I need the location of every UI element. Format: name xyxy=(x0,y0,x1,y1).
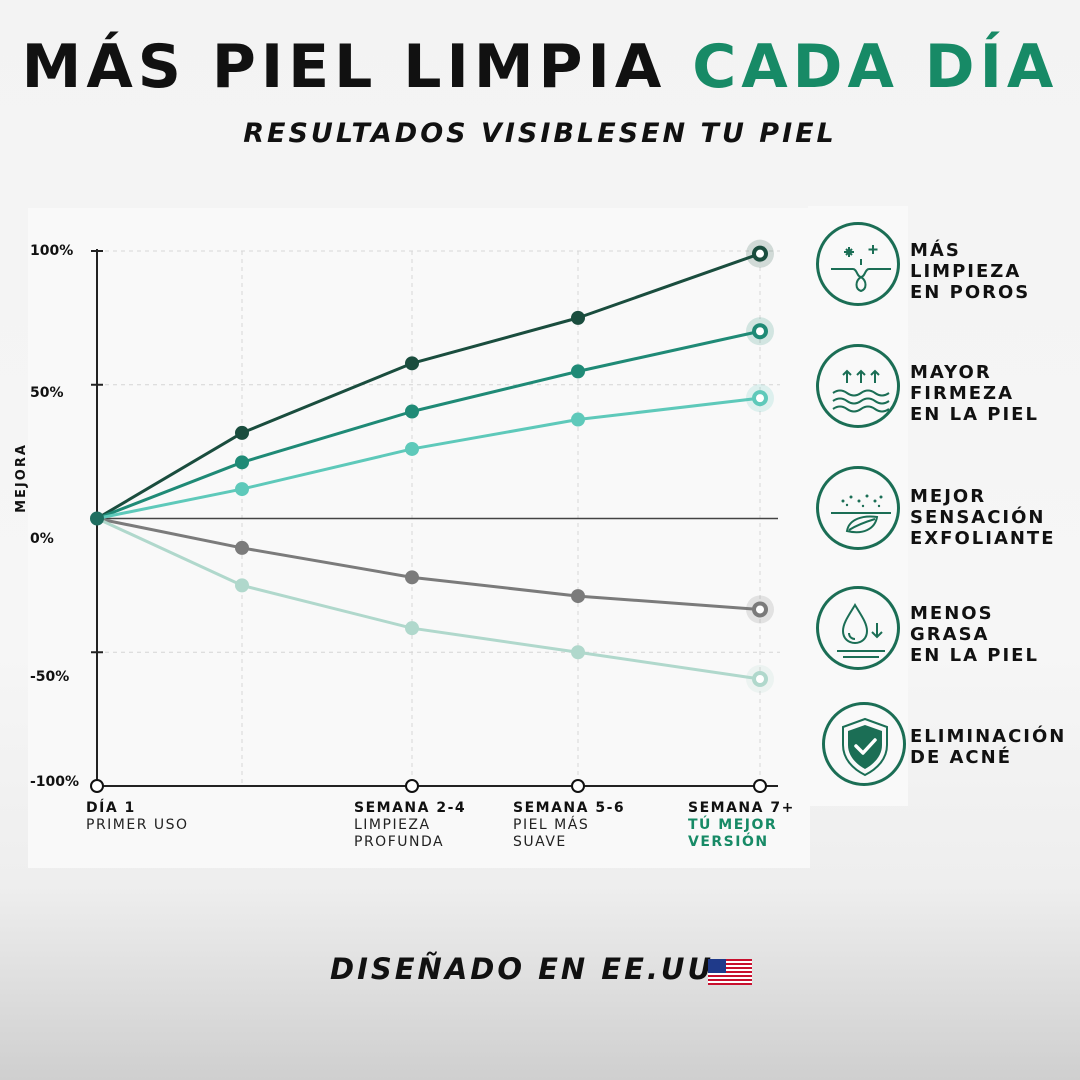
x-label-subtitle: PRIMER USO xyxy=(86,817,189,833)
y-tick-label: 0% xyxy=(30,531,54,547)
data-point-center xyxy=(756,327,764,336)
x-label-title: SEMANA 5-6 xyxy=(513,800,626,816)
data-point xyxy=(405,570,419,585)
benefit-text: MEJOR SENSACIÓN EXFOLIANTE xyxy=(910,486,1056,549)
x-label-week2-4: SEMANA 2-4 LIMPIEZA PROFUNDA xyxy=(354,800,466,851)
pores-sparkle-icon xyxy=(816,222,900,306)
data-point xyxy=(405,621,419,636)
benefit-text: MENOS GRASA EN LA PIEL xyxy=(910,603,1039,666)
benefit-text: MAYOR FIRMEZA EN LA PIEL xyxy=(910,362,1039,425)
data-point xyxy=(405,404,419,419)
data-point xyxy=(571,412,585,427)
data-point-origin xyxy=(90,511,104,526)
data-point xyxy=(571,364,585,379)
data-point xyxy=(571,589,585,604)
headline: MÁS PIEL LIMPIA CADA DÍA xyxy=(0,32,1080,102)
chart-panel xyxy=(28,208,810,868)
data-point-center xyxy=(756,675,764,683)
data-point xyxy=(235,482,249,497)
benefit-acne: ELIMINACIÓN DE ACNÉ xyxy=(816,702,1076,792)
series-1 xyxy=(96,239,774,520)
designed-in-usa: DISEÑADO EN EE.UU xyxy=(330,952,715,986)
y-tick-label: -50% xyxy=(30,669,69,685)
x-label-title: SEMANA 2-4 xyxy=(354,800,467,816)
series-line xyxy=(96,517,761,681)
data-point-center xyxy=(756,605,764,614)
benefit-exfoliation: MEJOR SENSACIÓN EXFOLIANTE xyxy=(816,466,1076,556)
x-label-title: SEMANA 7+ xyxy=(688,800,795,816)
x-axis-marker xyxy=(90,779,104,793)
y-tick-label: 100% xyxy=(30,243,73,259)
data-point xyxy=(235,455,249,470)
data-point xyxy=(405,441,419,456)
y-tick-label: -100% xyxy=(30,774,79,790)
x-label-subtitle: LIMPIEZA PROFUNDA xyxy=(354,817,445,850)
x-axis-marker xyxy=(753,779,767,793)
x-axis-markers xyxy=(90,779,767,793)
x-label-week7: SEMANA 7+ TÚ MEJOR VERSIÓN xyxy=(688,800,795,851)
x-label-week5-6: SEMANA 5-6 PIEL MÁS SUAVE xyxy=(513,800,625,851)
data-point xyxy=(235,578,249,593)
x-axis-marker xyxy=(571,779,585,793)
y-tick-labels: 100% 50% 0% -50% -100% xyxy=(30,243,79,790)
series-3 xyxy=(96,384,774,520)
benefit-oil: MENOS GRASA EN LA PIEL xyxy=(816,586,1076,676)
x-label-subtitle: PIEL MÁS SUAVE xyxy=(513,817,590,850)
data-point xyxy=(405,356,419,371)
oil-drop-icon xyxy=(816,586,900,670)
data-point xyxy=(235,540,249,555)
headline-accent: CADA DÍA xyxy=(692,32,1059,102)
subheadline: RESULTADOS VISIBLESEN TU PIEL xyxy=(243,118,837,149)
benefit-text: MÁS LIMPIEZA EN POROS xyxy=(910,240,1031,303)
series-4 xyxy=(96,517,774,624)
x-label-subtitle: TÚ MEJOR VERSIÓN xyxy=(688,817,778,850)
data-point-center xyxy=(756,249,764,258)
benefit-firmness: MAYOR FIRMEZA EN LA PIEL xyxy=(816,344,1076,434)
chart-series xyxy=(90,239,774,693)
benefit-pores: MÁS LIMPIEZA EN POROS xyxy=(816,222,1076,312)
exfoliation-leaf-icon xyxy=(816,466,900,550)
series-5 xyxy=(96,517,774,693)
x-label-title: DÍA 1 xyxy=(86,800,136,816)
data-point xyxy=(571,310,585,325)
y-axis-label: MEJORA xyxy=(14,443,29,513)
y-tick-label: 50% xyxy=(30,385,64,401)
us-flag-icon xyxy=(708,959,752,985)
benefit-text: ELIMINACIÓN DE ACNÉ xyxy=(910,726,1067,768)
shield-check-icon xyxy=(822,702,906,786)
data-point xyxy=(235,425,249,440)
x-axis-marker xyxy=(405,779,419,793)
series-2 xyxy=(96,317,774,520)
firmness-waves-icon xyxy=(816,344,900,428)
chart-axes xyxy=(91,249,778,787)
data-point-center xyxy=(756,394,764,403)
x-label-day1: DÍA 1 PRIMER USO xyxy=(86,800,189,834)
headline-main: MÁS PIEL LIMPIA xyxy=(21,32,667,102)
data-point xyxy=(571,645,585,660)
